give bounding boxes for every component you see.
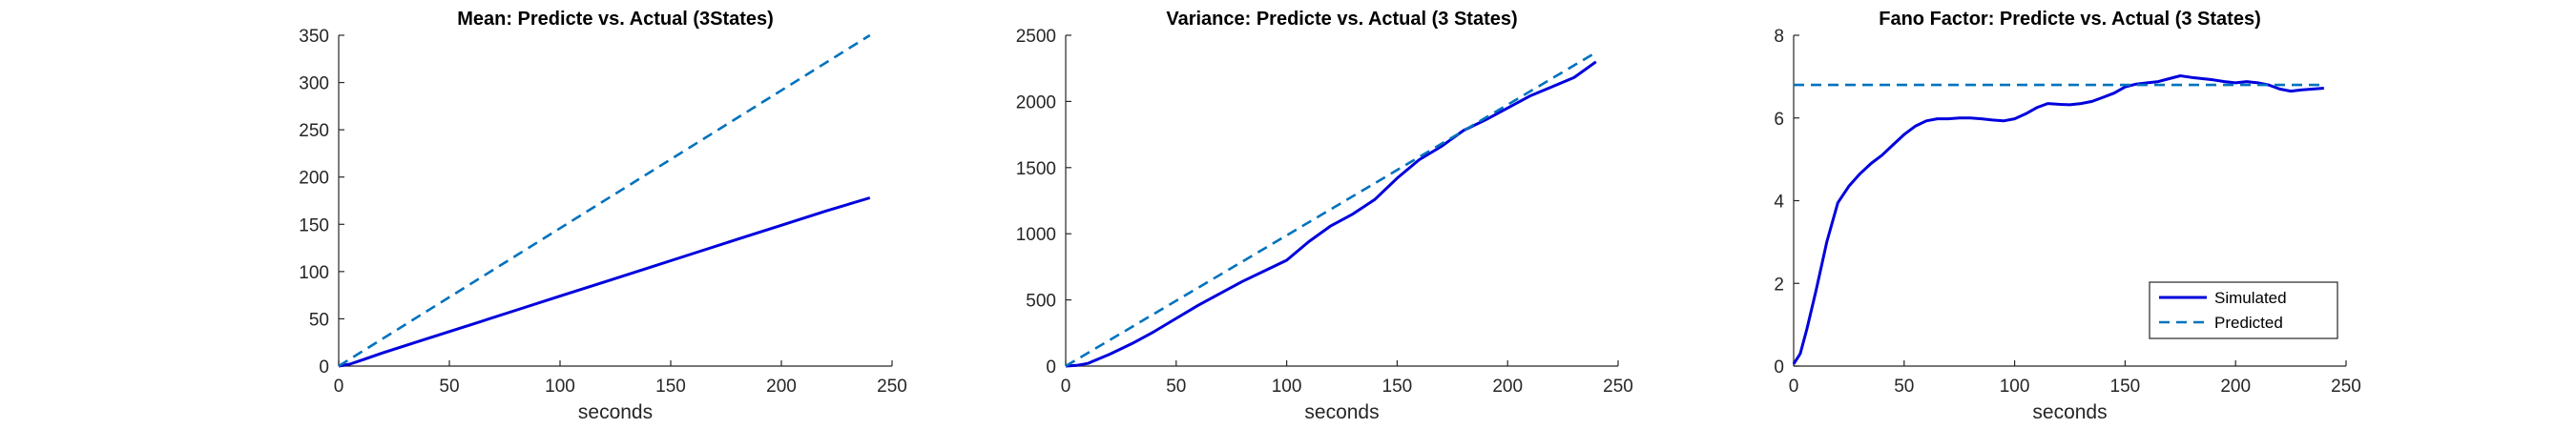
x-tick-label: 150 [1382,377,1413,397]
y-tick-label: 250 [299,121,329,141]
x-tick-label: 0 [1061,377,1071,397]
y-tick-label: 1000 [1016,225,1056,245]
simulated-series-line [1065,60,1597,368]
y-tick-label: 350 [299,27,329,47]
predicted-series-line [338,33,871,368]
x-tick-label: 0 [1789,377,1799,397]
fano-factor-chart: 0 50 100 150 200 250 0 2 4 6 8 Fano Factor: Predict… [1774,9,2360,423]
y-tick-label: 150 [299,215,329,235]
x-axis-label: seconds [578,401,653,423]
chart-title: Variance: Predicte vs. Actual (3 States) [1166,9,1517,30]
x-tick-label: 150 [655,377,686,397]
y-tick-label: 6 [1774,110,1784,130]
y-tick-label: 300 [299,74,329,94]
y-tick-label: 2000 [1016,92,1056,112]
legend: Simulated Predicted [2149,281,2338,339]
x-tick-label: 50 [439,377,459,397]
y-tick-label: 500 [1026,292,1056,312]
mean-chart: 0 50 100 150 200 250 0 50 100 150 200 250 300 350 Mean… [299,9,907,423]
chart-title: Fano Factor: Predicte vs. Actual (3 Stat… [1879,9,2260,30]
x-tick-label: 0 [334,377,344,397]
x-tick-label: 50 [1894,377,1914,397]
y-tick-label: 100 [299,263,329,283]
y-tick-label: 1500 [1016,159,1056,179]
variance-chart: 0 50 100 150 200 25005001000150020002500Varia… [1016,9,1633,423]
y-tick-label: 0 [1046,358,1056,378]
x-tick-label: 150 [2110,377,2141,397]
y-tick-label: 200 [299,169,329,189]
simulated-series-line [1792,74,2324,365]
x-axis-label: seconds [1304,401,1379,423]
x-tick-label: 100 [545,377,575,397]
y-tick-label: 8 [1774,27,1784,47]
y-tick-label: 0 [1774,358,1784,378]
y-tick-label: 2500 [1016,27,1056,47]
chart-title: Mean: Predicte vs. Actual (3States) [457,9,774,30]
x-tick-label: 250 [877,377,907,397]
legend-box [2149,281,2338,339]
simulated-series-line [338,196,871,368]
x-tick-label: 200 [1492,377,1523,397]
y-tick-label: 4 [1774,193,1784,213]
predicted-series-line [1065,51,1597,368]
x-tick-label: 50 [1166,377,1186,397]
x-tick-label: 100 [1272,377,1302,397]
x-axis-label: seconds [2032,401,2107,423]
legend-entry-label: Predicted [2214,314,2283,332]
y-tick-label: 2 [1774,275,1784,295]
x-tick-label: 250 [2331,377,2361,397]
x-tick-label: 200 [766,377,797,397]
y-tick-label: 50 [309,310,329,330]
x-tick-label: 200 [2220,377,2251,397]
legend-entry-label: Simulated [2214,289,2287,307]
x-tick-label: 250 [1603,377,1633,397]
x-tick-label: 100 [2000,377,2030,397]
y-tick-label: 0 [319,358,329,378]
